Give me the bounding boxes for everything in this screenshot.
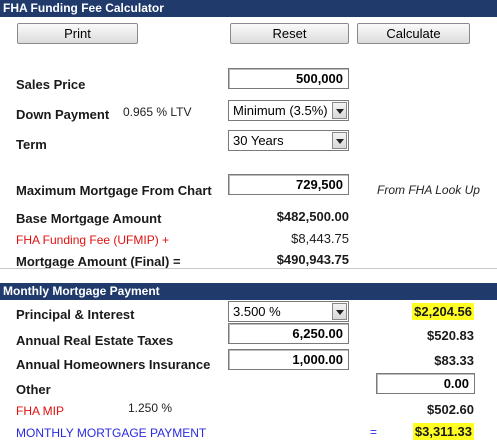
base-mortgage-value: $482,500.00 — [276, 209, 349, 224]
monthly-payment-amount: $3,311.33 — [412, 423, 474, 440]
print-button[interactable]: Print — [17, 23, 138, 44]
term-label: Term — [16, 137, 47, 152]
chevron-down-icon[interactable] — [332, 303, 347, 320]
other-input[interactable]: 0.00 — [376, 373, 475, 394]
down-payment-select[interactable]: Minimum (3.5%) — [228, 100, 349, 121]
ltv-value: 0.965 % LTV — [123, 105, 192, 119]
funding-fee-value: $8,443.75 — [291, 231, 349, 246]
taxes-monthly-value: $520.83 — [427, 328, 474, 343]
mortgage-final-label: Mortgage Amount (Final) = — [16, 254, 181, 269]
calculate-button[interactable]: Calculate — [357, 23, 470, 44]
calculator-title-bar: FHA Funding Fee Calculator — [0, 0, 497, 17]
fha-mip-label: FHA MIP — [16, 404, 65, 418]
principal-interest-label: Principal & Interest — [16, 307, 135, 322]
interest-rate-selected: 3.500 % — [233, 304, 281, 319]
taxes-label: Annual Real Estate Taxes — [16, 333, 174, 348]
calculator-title: FHA Funding Fee Calculator — [3, 1, 164, 15]
insurance-monthly-value: $83.33 — [434, 353, 474, 368]
sales-price-input[interactable]: 500,000 — [228, 68, 349, 89]
principal-interest-value: $2,204.56 — [380, 303, 474, 320]
taxes-input[interactable]: 6,250.00 — [228, 323, 349, 344]
sales-price-label: Sales Price — [16, 77, 86, 92]
term-selected: 30 Years — [233, 133, 284, 148]
monthly-payment-label: MONTHLY MORTGAGE PAYMENT — [16, 426, 207, 440]
term-select[interactable]: 30 Years — [228, 130, 349, 151]
monthly-payment-title: Monthly Mortgage Payment — [3, 284, 160, 298]
monthly-payment-equals: = — [370, 425, 378, 439]
chevron-down-icon[interactable] — [332, 132, 347, 149]
section-divider — [0, 268, 497, 269]
mortgage-final-value: $490,943.75 — [276, 252, 349, 267]
fha-mip-rate: 1.250 % — [128, 401, 173, 415]
other-label: Other — [16, 382, 51, 397]
fha-lookup-note: From FHA Look Up — [377, 183, 480, 197]
monthly-payment-value: $3,311.33 — [380, 423, 474, 440]
down-payment-label: Down Payment — [16, 107, 110, 122]
down-payment-selected: Minimum (3.5%) — [233, 103, 328, 118]
max-mortgage-label: Maximum Mortgage From Chart — [16, 183, 212, 198]
chevron-down-icon[interactable] — [332, 102, 347, 119]
monthly-payment-title-bar: Monthly Mortgage Payment — [0, 283, 497, 300]
interest-rate-select[interactable]: 3.500 % — [228, 301, 349, 322]
max-mortgage-input[interactable]: 729,500 — [228, 174, 349, 195]
base-mortgage-label: Base Mortgage Amount — [16, 211, 162, 226]
insurance-input[interactable]: 1,000.00 — [228, 349, 349, 370]
reset-button[interactable]: Reset — [230, 23, 349, 44]
principal-interest-amount: $2,204.56 — [412, 303, 474, 320]
funding-fee-label: FHA Funding Fee (UFMIP) + — [16, 233, 170, 247]
insurance-label: Annual Homeowners Insurance — [16, 357, 211, 372]
fha-mip-value: $502.60 — [427, 402, 474, 417]
